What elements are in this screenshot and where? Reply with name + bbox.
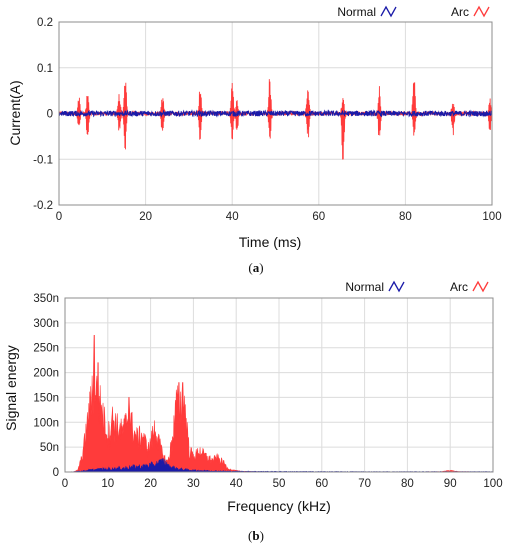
x-tick-label: 90 — [444, 478, 457, 490]
x-axis-label-b: Frequency (kHz) — [227, 498, 330, 514]
x-tick-label: 100 — [482, 211, 501, 223]
x-tick-label: 60 — [315, 478, 328, 490]
x-tick-label: 40 — [226, 211, 239, 223]
x-tick-label: 20 — [139, 211, 152, 223]
y-tick-label: 100n — [33, 417, 59, 429]
legend-a: Normal Arc — [337, 5, 490, 19]
legend-swatch-arc-b — [472, 280, 489, 293]
y-tick-label: 350n — [33, 293, 59, 305]
y-tick-label: 300n — [33, 318, 59, 330]
x-tick-label: 0 — [62, 478, 68, 490]
y-tick-label: 250n — [33, 343, 59, 355]
caption-a: (a) — [248, 260, 263, 275]
y-tick-label: 50n — [40, 442, 59, 454]
series-line-normal — [58, 109, 493, 118]
legend-label-normal-b: Normal — [345, 280, 384, 294]
legend-swatch-normal-b — [388, 280, 405, 293]
series-group-a — [58, 79, 493, 160]
caption-b: (b) — [248, 528, 264, 543]
ticks-b: 0 10 20 30 40 50 60 70 80 90 100 350n 300n 250n 200n 15… — [33, 293, 502, 490]
plot-frame-a — [58, 21, 493, 206]
plot-frame-b — [64, 297, 494, 473]
x-tick-label: 50 — [273, 478, 286, 490]
x-tick-label: 40 — [230, 478, 243, 490]
x-tick-label: 100 — [483, 478, 502, 490]
chart-a: 0 20 40 60 80 100 0.2 0.1 0 -0.1 -0.2 Time (ms) Cu… — [7, 5, 502, 275]
legend-b: Normal Arc — [345, 280, 489, 294]
ticks-a: 0 20 40 60 80 100 0.2 0.1 0 -0.1 -0.2 — [33, 17, 501, 223]
legend-swatch-normal-a — [380, 5, 397, 18]
x-tick-label: 80 — [399, 211, 412, 223]
x-axis-label-a: Time (ms) — [239, 234, 301, 250]
x-tick-label: 0 — [56, 211, 62, 223]
chart-b: 0 10 20 30 40 50 60 70 80 90 100 350n 300n 250n 200n 15… — [3, 280, 503, 543]
y-tick-label: 150n — [33, 392, 59, 404]
x-tick-label: 30 — [187, 478, 200, 490]
y-tick-label: 0.2 — [37, 17, 53, 29]
legend-label-arc-a: Arc — [451, 5, 469, 19]
y-axis-label-a: Current(A) — [7, 80, 23, 145]
x-tick-label: 20 — [144, 478, 157, 490]
y-tick-label: -0.1 — [33, 154, 53, 166]
caption-b-letter: b — [252, 528, 259, 543]
legend-label-arc-b: Arc — [450, 280, 468, 294]
y-tick-label: -0.2 — [33, 200, 53, 212]
y-tick-label: 0.1 — [37, 63, 53, 75]
x-tick-label: 60 — [312, 211, 325, 223]
x-tick-label: 70 — [358, 478, 371, 490]
caption-a-letter: a — [253, 260, 260, 275]
y-tick-label: 0 — [47, 109, 53, 121]
legend-swatch-arc-a — [473, 5, 490, 18]
x-tick-label: 80 — [401, 478, 414, 490]
y-axis-label-b: Signal energy — [3, 345, 19, 431]
legend-label-normal-a: Normal — [337, 5, 376, 19]
y-tick-label: 200n — [33, 368, 59, 380]
y-tick-label: 0 — [53, 467, 59, 479]
x-tick-label: 10 — [101, 478, 114, 490]
